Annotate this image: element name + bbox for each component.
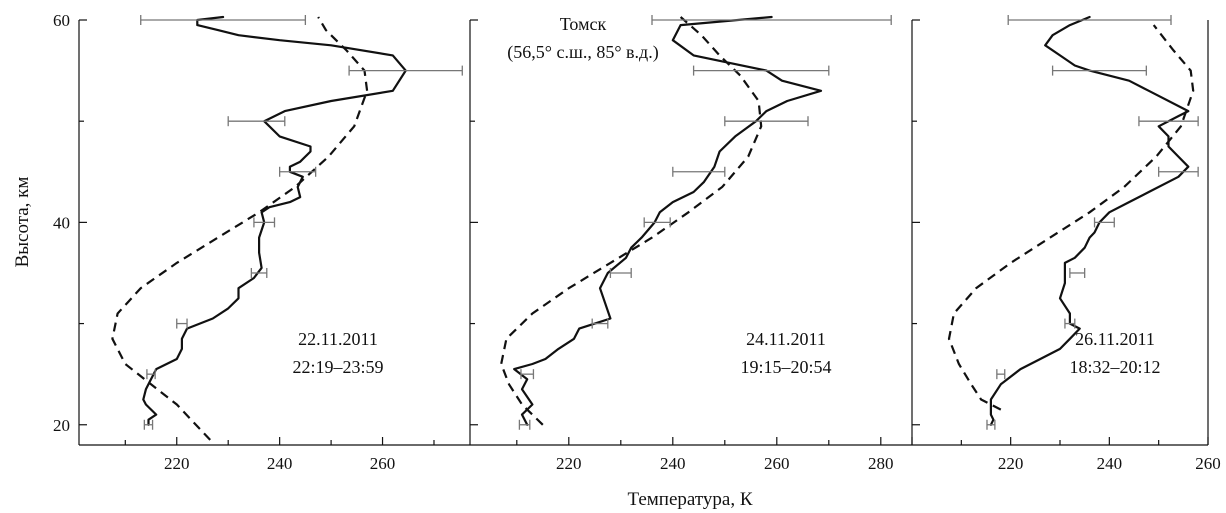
- error-bar: [692, 65, 830, 76]
- y-axis-title: Высота, км: [12, 177, 33, 268]
- y-tick-label: 60: [53, 11, 70, 30]
- error-bar: [1093, 217, 1115, 228]
- station-label: (56,5° с.ш., 85° в.д.): [507, 42, 658, 63]
- error-bar: [348, 65, 463, 76]
- station-label: Томск: [560, 14, 607, 34]
- y-tick-label: 20: [53, 416, 70, 435]
- error-bar: [986, 419, 996, 430]
- date-time-label: 26.11.2011: [1075, 329, 1155, 349]
- error-bar: [518, 419, 531, 430]
- observed-profile-line: [513, 15, 823, 426]
- date-time-label: 22.11.2011: [298, 329, 378, 349]
- x-tick-label: 280: [868, 454, 894, 473]
- error-bar: [651, 15, 892, 25]
- error-bar: [1158, 166, 1199, 177]
- error-bar: [176, 318, 188, 329]
- error-bar: [672, 166, 726, 177]
- error-bar: [1007, 15, 1172, 25]
- error-bar: [724, 116, 809, 127]
- model-profile-line: [111, 16, 369, 441]
- panel-3: 220 240 260 26.11.2011 18:32–20:12: [911, 15, 1221, 473]
- x-tick-label: 220: [556, 454, 582, 473]
- error-bar: [140, 15, 307, 25]
- error-bar: [1051, 65, 1147, 76]
- model-profile-line: [500, 16, 763, 426]
- y-tick-label: 40: [53, 213, 70, 232]
- x-axis-title: Температура, К: [627, 489, 752, 510]
- error-bar: [143, 419, 154, 430]
- error-bar: [227, 116, 286, 127]
- observed-profile-line: [142, 15, 407, 426]
- error-bar: [1064, 318, 1076, 329]
- error-bar: [250, 267, 268, 278]
- x-tick-label: 220: [164, 454, 190, 473]
- x-tick-label: 220: [998, 454, 1024, 473]
- error-bar: [643, 217, 671, 228]
- panel-2: 220 240 260 280 24.11.2011 19:15–20:54 Томск (5…: [469, 14, 912, 473]
- error-bar: [1069, 267, 1086, 278]
- x-tick-label: 240: [1097, 454, 1123, 473]
- x-tick-label: 260: [764, 454, 790, 473]
- error-bar: [520, 369, 535, 380]
- date-time-label: 19:15–20:54: [740, 357, 831, 377]
- x-tick-label: 260: [1195, 454, 1221, 473]
- error-bar: [253, 217, 276, 228]
- error-bar: [591, 318, 609, 329]
- date-time-label: 18:32–20:12: [1069, 357, 1160, 377]
- date-time-label: 24.11.2011: [746, 329, 826, 349]
- date-time-label: 22:19–23:59: [292, 357, 383, 377]
- model-profile-line: [947, 24, 1195, 411]
- x-tick-label: 240: [267, 454, 293, 473]
- x-tick-label: 260: [370, 454, 396, 473]
- error-bar: [609, 267, 632, 278]
- error-bar: [996, 369, 1006, 380]
- error-bar: [1138, 116, 1199, 127]
- error-bar: [278, 166, 317, 177]
- x-tick-label: 240: [660, 454, 686, 473]
- error-bar: [146, 369, 156, 380]
- panel-1: 20 40 60 220 240 260 22.11.2011 22:19–23:59: [53, 11, 470, 473]
